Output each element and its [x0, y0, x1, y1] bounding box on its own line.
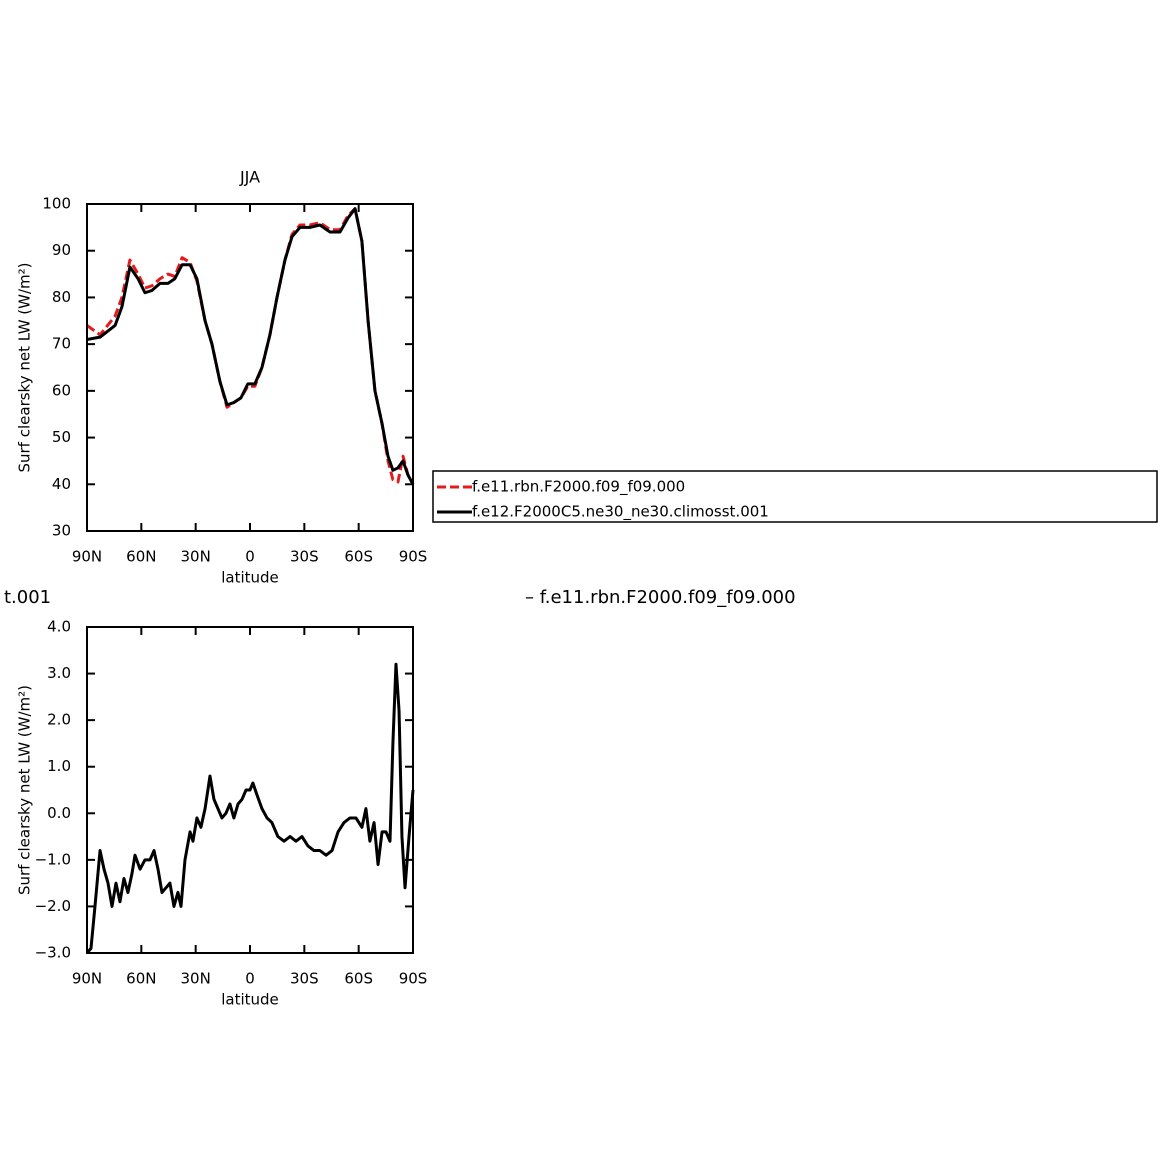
- y-tick-label: 50: [52, 428, 71, 446]
- x-tick-label: 60S: [344, 970, 373, 988]
- y-tick-label: 80: [52, 288, 71, 306]
- y-tick-label: 30: [52, 522, 71, 540]
- legend: f.e11.rbn.F2000.f09_f09.000 f.e12.F2000C5…: [432, 470, 1158, 523]
- x-tick-label: 30S: [290, 548, 319, 566]
- x-axis-label: latitude: [221, 569, 279, 587]
- x-tick-label: 30N: [181, 970, 211, 988]
- y-tick-label: 40: [52, 475, 71, 493]
- y-tick-label: 0.0: [47, 804, 71, 822]
- y-tick-label: −2.0: [35, 897, 71, 915]
- legend-label: f.e11.rbn.F2000.f09_f09.000: [472, 478, 685, 497]
- plot: JJA 90N 60N 30N 0 30S 60S 90S 30 40 50 60 70 80 90 100 l…: [16, 168, 1158, 587]
- annotation: t.001: [4, 587, 51, 608]
- x-tick-label: 90N: [72, 970, 102, 988]
- x-tick-label: 60N: [126, 970, 156, 988]
- x-tick-label: 0: [245, 548, 255, 566]
- y-tick-label: −3.0: [35, 944, 71, 962]
- series-line: [85, 662, 415, 954]
- x-tick-label: 60N: [126, 548, 156, 566]
- y-tick-label: 1.0: [47, 757, 71, 775]
- x-tick-label: 90N: [72, 548, 102, 566]
- x-tick-label: 90S: [399, 548, 428, 566]
- y-tick-label: 100: [42, 195, 71, 213]
- y-tick-label: 4.0: [47, 618, 71, 636]
- y-axis-label: Surf clearsky net LW (W/m²): [16, 685, 34, 895]
- x-tick-label: 30S: [290, 970, 319, 988]
- plot-frame: [86, 203, 414, 532]
- y-tick-label: 3.0: [47, 664, 71, 682]
- x-tick-label: 0: [245, 970, 255, 988]
- y-tick-label: 90: [52, 241, 71, 259]
- y-tick-label: 70: [52, 335, 71, 353]
- chart-title: JJA: [239, 168, 260, 187]
- x-tick-label: 30N: [181, 548, 211, 566]
- y-tick-label: −1.0: [35, 850, 71, 868]
- x-tick-label: 90S: [399, 970, 428, 988]
- plot: 90N 60N 30N 0 30S 60S 90S −3.0 −2.0 −1.0 0.0 1.0 2.0…: [4, 587, 796, 1009]
- y-tick-label: 2.0: [47, 711, 71, 729]
- x-tick-label: 60S: [344, 548, 373, 566]
- plot-frame: [86, 626, 414, 954]
- legend-label: f.e12.F2000C5.ne30_ne30.climosst.001: [472, 503, 769, 522]
- y-tick-label: 60: [52, 381, 71, 399]
- legend-box: [432, 470, 1158, 523]
- y-axis-label: Surf clearsky net LW (W/m²): [16, 262, 34, 472]
- annotation: – f.e11.rbn.F2000.f09_f09.000: [525, 587, 796, 608]
- series-line: [86, 207, 415, 486]
- x-axis-label: latitude: [221, 991, 279, 1009]
